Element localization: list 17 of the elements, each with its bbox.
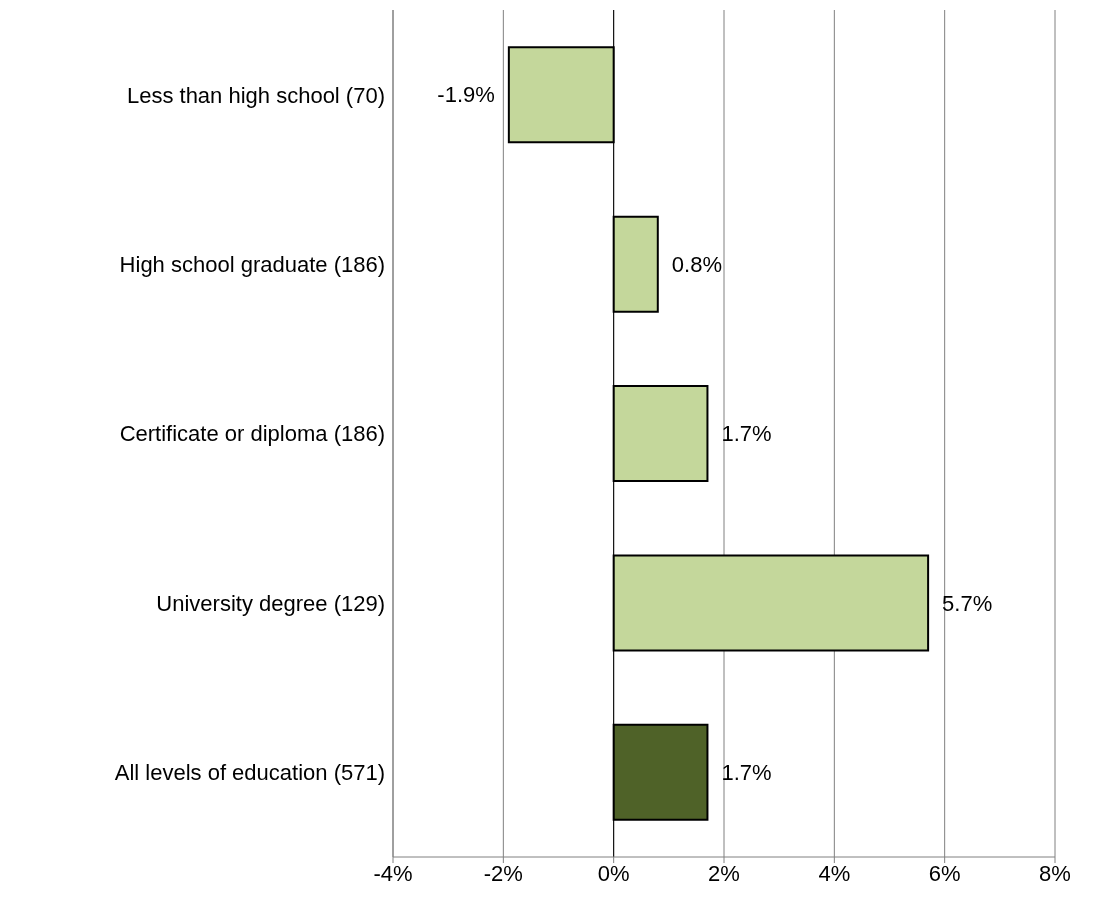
- x-tick-label: 6%: [928, 860, 961, 886]
- y-tick-label: All levels of education (571): [114, 760, 385, 786]
- data-label: 1.7%: [721, 421, 772, 447]
- x-tick-label: 0%: [597, 860, 630, 886]
- y-tick-label: High school graduate (186): [119, 251, 385, 277]
- x-tick-label: 8%: [1039, 860, 1071, 886]
- x-tick-label: -2%: [483, 860, 523, 886]
- data-label: 1.7%: [721, 760, 772, 786]
- x-tick-label: -4%: [373, 860, 413, 886]
- y-tick-label: University degree (129): [156, 590, 385, 616]
- data-label: 5.7%: [942, 590, 993, 616]
- data-label: 0.8%: [671, 251, 722, 277]
- y-tick-label: Less than high school (70): [126, 82, 385, 108]
- x-tick-label: 2%: [708, 860, 740, 886]
- data-label: -1.9%: [437, 82, 495, 108]
- x-tick-label: 4%: [818, 860, 851, 886]
- y-tick-label: Certificate or diploma (186): [119, 421, 385, 447]
